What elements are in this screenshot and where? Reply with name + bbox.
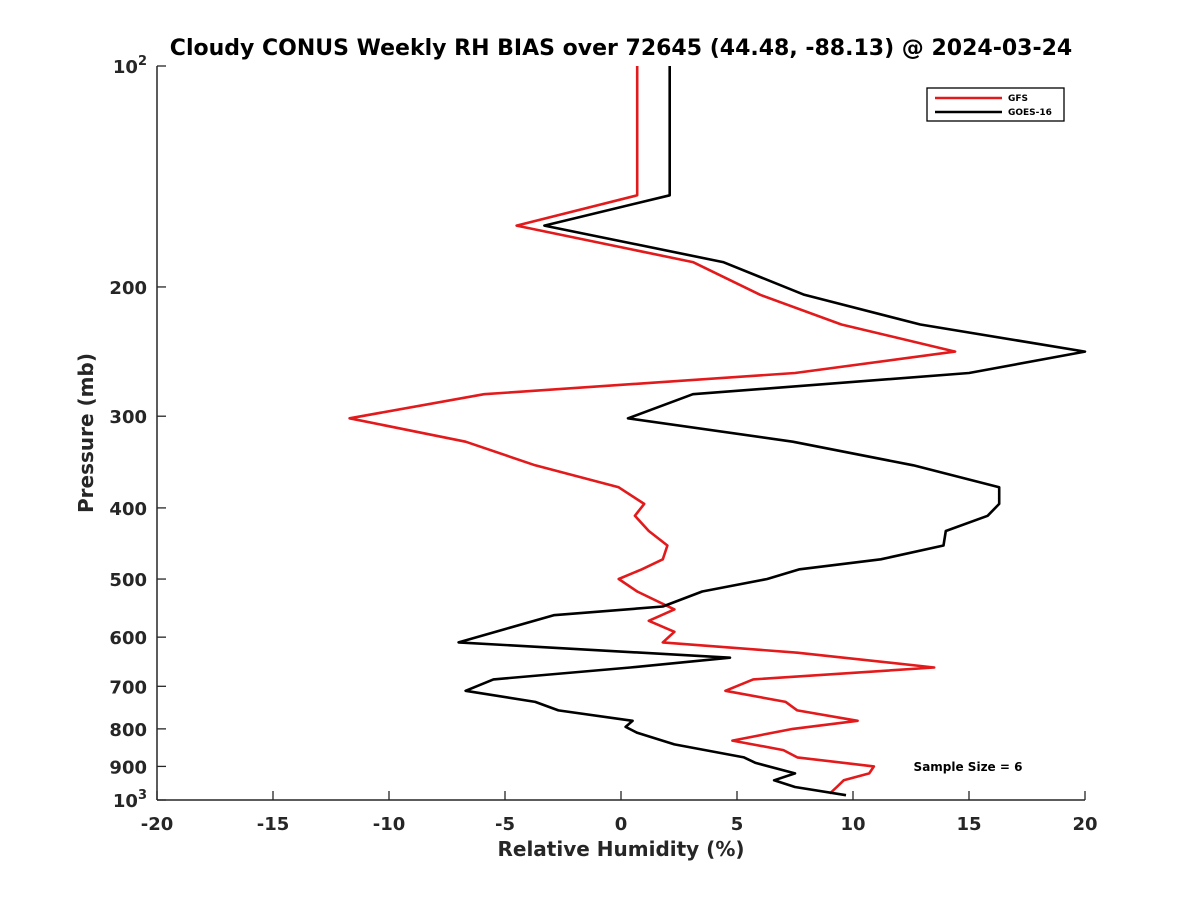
x-axis-label: Relative Humidity (%) bbox=[497, 837, 744, 861]
legend-box bbox=[926, 87, 1065, 122]
x-tick-label: -5 bbox=[495, 814, 515, 835]
chart-title: Cloudy CONUS Weekly RH BIAS over 72645 (… bbox=[170, 36, 1072, 61]
y-axis-label: Pressure (mb) bbox=[74, 353, 98, 513]
x-tick-label: 10 bbox=[840, 814, 865, 835]
x-tick-label: 0 bbox=[615, 814, 628, 835]
y-tick-label: 200 bbox=[109, 278, 147, 299]
y-tick-label: 102 bbox=[113, 54, 147, 78]
legend-label-gfs: GFS bbox=[1008, 94, 1028, 104]
plot-area: -20 -15 -10 -5 0 5 10 15 20 102 200 300 400 500 600 700… bbox=[109, 54, 1097, 835]
y-tick-label: 103 bbox=[113, 788, 147, 812]
sample-size-annotation: Sample Size = 6 bbox=[914, 760, 1023, 774]
x-tick-label: -15 bbox=[257, 814, 290, 835]
y-tick-label: 900 bbox=[109, 757, 147, 778]
y-tick-label: 600 bbox=[109, 628, 147, 649]
legend: GFS GOES-16 bbox=[926, 87, 1065, 122]
y-tick-label: 400 bbox=[109, 499, 147, 520]
series-line-goes-16 bbox=[457, 66, 1087, 797]
x-tick-label: 20 bbox=[1072, 814, 1097, 835]
y-tick-label: 500 bbox=[109, 570, 147, 591]
series-line-gfs bbox=[348, 66, 957, 795]
x-tick-label: -10 bbox=[373, 814, 406, 835]
legend-label-goes-16: GOES-16 bbox=[1008, 108, 1052, 118]
x-tick-label: 15 bbox=[956, 814, 981, 835]
y-tick-label: 300 bbox=[109, 407, 147, 428]
y-tick-label: 800 bbox=[109, 720, 147, 741]
x-tick-label: -20 bbox=[141, 814, 174, 835]
y-tick-label: 700 bbox=[109, 677, 147, 698]
x-tick-label: 5 bbox=[731, 814, 744, 835]
